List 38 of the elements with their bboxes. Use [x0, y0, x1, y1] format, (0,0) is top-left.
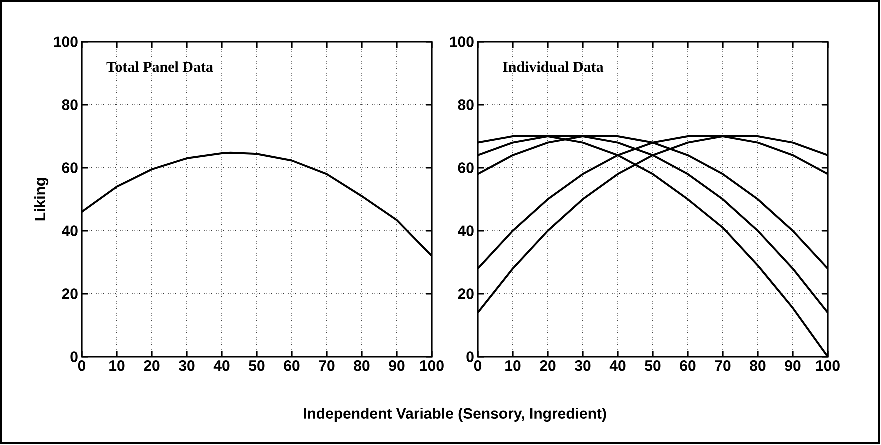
x-tick-label: 60: [680, 360, 696, 372]
x-tick-label: 70: [715, 360, 731, 372]
x-tick-label: 100: [420, 360, 444, 372]
y-tick-label: 40: [458, 226, 474, 236]
y-tick-label: 80: [458, 100, 474, 110]
x-tick-label: 30: [575, 360, 591, 372]
y-tick-label: 60: [458, 162, 474, 174]
y-tick-label: 0: [70, 352, 78, 362]
text: Total Panel Data: [106, 62, 214, 72]
y-tick-label: 40: [62, 226, 78, 236]
y-tick-label: 20: [62, 288, 78, 300]
x-tick-label: 50: [249, 360, 265, 372]
y-axis-title: Liking: [34, 178, 49, 221]
x-tick-label: 0: [78, 360, 86, 372]
x-tick-label: 70: [319, 360, 335, 372]
x-tick-label: 80: [750, 360, 766, 372]
y-tick-label: 80: [62, 100, 78, 110]
x-tick-label: 90: [785, 360, 801, 372]
y-tick-label: 100: [450, 36, 474, 48]
text: Individual Data: [503, 62, 604, 72]
x-tick-label: 80: [354, 360, 370, 372]
x-tick-label: 20: [144, 360, 160, 372]
x-tick-label: 100: [816, 360, 840, 372]
y-tick-label: 60: [62, 162, 78, 174]
x-tick-label: 30: [179, 360, 195, 372]
x-tick-label: 10: [506, 360, 521, 372]
x-tick-label: 10: [110, 360, 125, 372]
x-tick-label: 60: [284, 360, 300, 372]
y-tick-label: 0: [466, 352, 474, 362]
x-tick-label: 20: [540, 360, 556, 372]
y-tick-label: 20: [458, 288, 474, 300]
x-tick-label: 40: [214, 360, 230, 372]
y-tick-label: 100: [54, 36, 78, 48]
x-tick-label: 40: [610, 360, 626, 372]
x-tick-label: 90: [389, 360, 405, 372]
x-tick-label: 0: [474, 360, 482, 372]
x-axis-title: Independent Variable (Sensory, Ingredient): [304, 408, 606, 422]
x-tick-label: 50: [645, 360, 661, 372]
